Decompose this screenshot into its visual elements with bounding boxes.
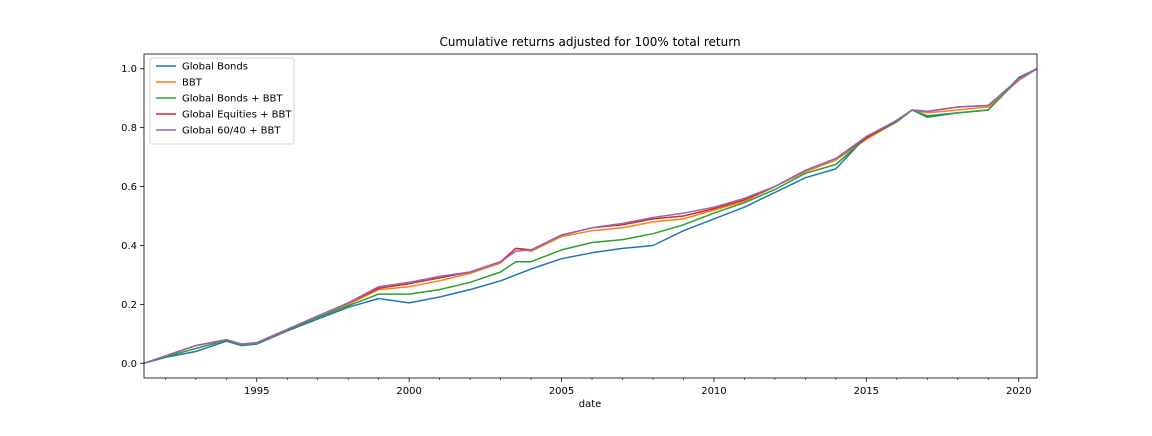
y-tick-label: 0.8 [121, 123, 137, 134]
legend-label: Global Bonds + BBT [182, 94, 283, 105]
y-tick-label: 0.6 [121, 182, 137, 193]
y-tick-label: 1.0 [121, 64, 137, 75]
x-tick-label: 1995 [244, 386, 269, 397]
series-line-global-60-40-bbt [143, 68, 1038, 365]
x-tick-label: 2020 [1006, 386, 1031, 397]
x-tick-label: 2005 [549, 386, 574, 397]
x-tick-label: 2015 [854, 386, 879, 397]
y-axis: 0.0 0.2 0.4 0.6 0.8 1.0 [121, 64, 144, 370]
legend-label: Global Bonds [182, 62, 248, 73]
x-axis-label: date [579, 399, 602, 410]
legend-label: BBT [182, 78, 203, 89]
legend: Global Bonds BBT Global Bonds + BBT Global … [149, 57, 295, 145]
legend-label: Global 60/40 + BBT [182, 126, 281, 137]
chart-title: Cumulative returns adjusted for 100% tot… [439, 35, 740, 49]
x-axis: 1995 2000 2005 2010 2015 2020 [165, 378, 1031, 397]
legend-label: Global Equities + BBT [182, 110, 292, 121]
plot-area [143, 68, 1038, 365]
x-tick-label: 2000 [396, 386, 421, 397]
y-tick-label: 0.2 [121, 300, 137, 311]
legend-box [149, 57, 295, 145]
x-tick-label: 2010 [701, 386, 726, 397]
plot-frame [143, 53, 1038, 379]
y-tick-label: 0.0 [121, 359, 137, 370]
y-tick-label: 0.4 [121, 241, 137, 252]
